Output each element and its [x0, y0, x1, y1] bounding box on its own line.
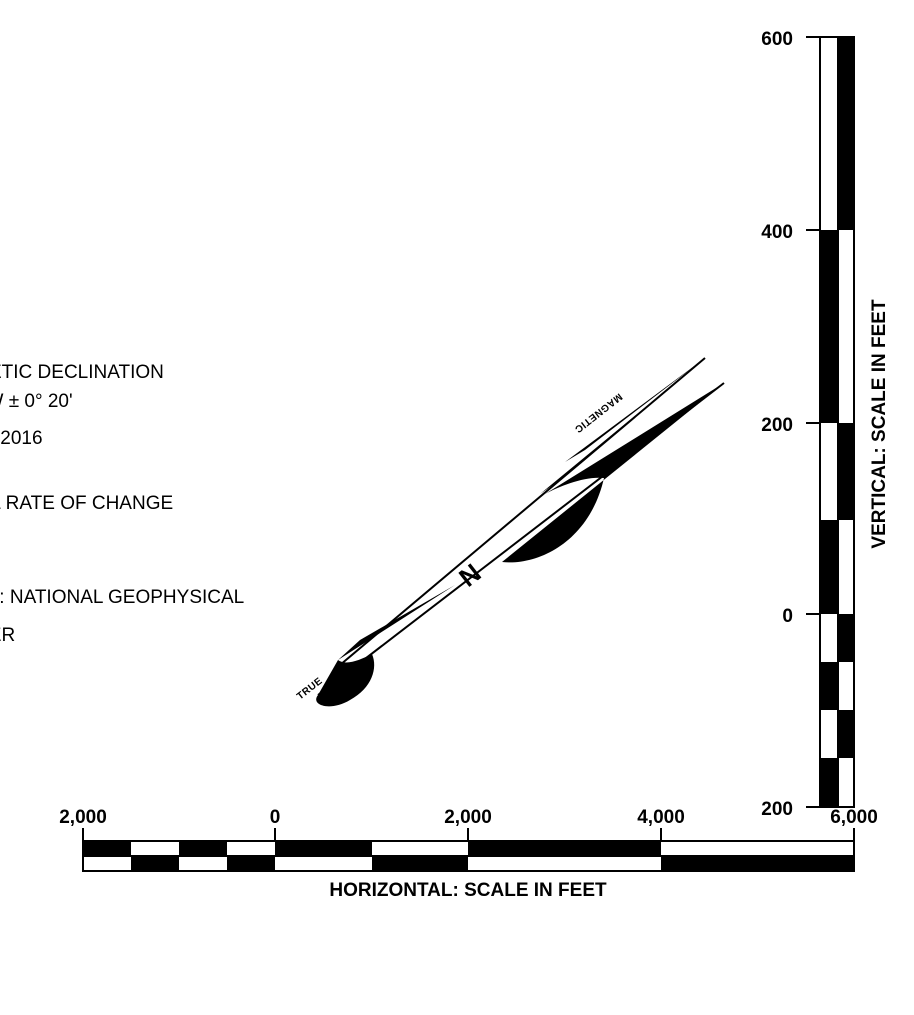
horizontal-tick-4000: 4,000	[637, 807, 685, 828]
horizontal-scale-title: HORIZONTAL: SCALE IN FEET	[329, 880, 607, 901]
vertical-tick-200: 200	[761, 415, 793, 436]
declination-line-1: MAGNETIC DECLINATION	[0, 362, 164, 383]
horizontal-tick-0: 0	[270, 807, 281, 828]
magnetic-north-line	[339, 357, 706, 666]
magnetic-tip-barb	[540, 358, 705, 494]
true-tip-barb	[502, 383, 724, 563]
declination-line-8: SOURCE: NATIONAL GEOPHYSICAL	[0, 587, 244, 608]
magnetic-barb-upper	[565, 358, 705, 462]
declination-line-5: ANNUAL RATE OF CHANGE	[0, 493, 173, 514]
vertical-scale-title: VERTICAL: SCALE IN FEET	[869, 299, 890, 549]
vertical-tick-minus-200: 200	[761, 799, 793, 820]
horizontal-scale: 2,000 0 2,000 4,000 6,000 HORIZONTAL: SC…	[59, 807, 878, 901]
horizontal-tick-6000: 6,000	[830, 807, 878, 828]
declination-line-9: DATA CENTER	[0, 625, 15, 646]
horizontal-tick-minus-2000: 2,000	[59, 807, 107, 828]
declination-notes: MAGNETIC DECLINATION 4° 20' W ± 0° 20' J…	[0, 362, 244, 646]
true-barb-lower	[316, 654, 375, 707]
declination-line-3: JANUARY 2016	[0, 428, 43, 449]
vertical-tick-400: 400	[761, 222, 793, 243]
horizontal-tick-2000: 2,000	[444, 807, 492, 828]
declination-line-2: 4° 20' W ± 0° 20'	[0, 391, 73, 412]
vertical-tick-600: 600	[761, 29, 793, 50]
true-barb-upper	[338, 585, 455, 660]
magnetic-label: MAGNETIC	[572, 391, 624, 435]
vertical-tick-0: 0	[782, 606, 793, 627]
north-arrow-diagram: N TRUE MAGNETIC	[295, 357, 725, 707]
vertical-scale: 600 400 200 0 200 VERTICAL: SCALE IN FEE…	[761, 29, 890, 820]
